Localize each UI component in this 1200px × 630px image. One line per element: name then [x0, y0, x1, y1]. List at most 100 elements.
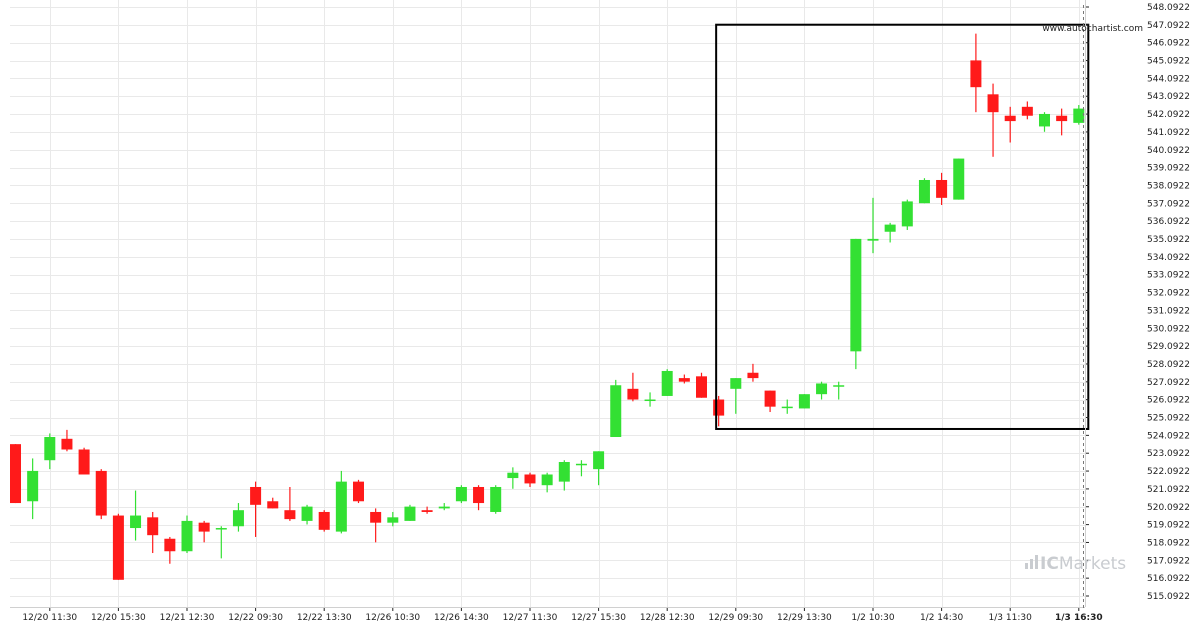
candle — [507, 467, 519, 489]
candle-body — [850, 238, 862, 352]
candle-body — [541, 474, 553, 486]
candle-body — [884, 224, 896, 232]
y-tick-label: 542.0922 — [1147, 110, 1190, 120]
candle — [1039, 112, 1050, 132]
candle — [318, 510, 330, 532]
candle-body — [524, 474, 536, 484]
candle-body — [644, 399, 656, 402]
y-tick-label: 528.0922 — [1147, 360, 1190, 370]
candle — [610, 379, 622, 438]
brand-prefix: IC — [1040, 554, 1059, 574]
candle — [387, 511, 399, 527]
candle — [1021, 101, 1033, 120]
candle-body — [575, 463, 587, 466]
y-tick-label: 524.0922 — [1147, 431, 1190, 441]
candle-body — [610, 385, 622, 438]
candle — [455, 485, 467, 504]
candle-body — [490, 486, 502, 512]
candle — [781, 399, 793, 414]
y-tick-label: 520.0922 — [1147, 503, 1190, 513]
candle-body — [267, 501, 279, 509]
candle-body — [387, 517, 399, 523]
y-tick-label: 544.0922 — [1147, 74, 1190, 84]
y-tick-label: 516.0922 — [1147, 574, 1190, 584]
candle-body — [421, 510, 433, 512]
candle-body — [936, 179, 948, 198]
candle-body — [593, 451, 605, 470]
pattern-box — [715, 23, 1090, 430]
candle-body — [164, 538, 176, 552]
x-tick-label: 12/26 10:30 — [365, 613, 420, 623]
candle-body — [301, 506, 313, 521]
y-tick-label: 535.0922 — [1147, 235, 1190, 245]
candle — [181, 515, 193, 554]
candle — [593, 451, 605, 486]
candle — [918, 178, 930, 204]
candle-body — [130, 515, 142, 529]
candle-body — [198, 522, 210, 532]
y-tick-label: 534.0922 — [1147, 253, 1190, 263]
candle-body — [901, 201, 913, 227]
pattern-rectangle — [715, 23, 1090, 430]
overlays — [10, 0, 1086, 611]
candle — [798, 394, 810, 409]
brand-bars-icon — [1025, 555, 1038, 569]
candle — [78, 447, 90, 475]
candle — [627, 372, 639, 402]
candle-body — [404, 506, 416, 521]
candle-body — [78, 449, 90, 475]
y-tick-label: 537.0922 — [1147, 199, 1190, 209]
candle — [713, 395, 725, 427]
candle — [816, 381, 828, 400]
candle — [10, 444, 21, 504]
y-tick-label: 532.0922 — [1147, 289, 1190, 299]
candle-body — [678, 378, 690, 382]
y-tick-label: 548.0922 — [1147, 3, 1190, 13]
candle — [421, 506, 433, 514]
candle — [27, 458, 39, 520]
y-tick-label: 525.0922 — [1147, 414, 1190, 424]
candle-body — [953, 158, 965, 200]
candle — [44, 433, 56, 470]
candle-body — [1056, 115, 1068, 122]
x-tick-label: 1/2 14:30 — [920, 613, 964, 623]
candle-body — [696, 376, 707, 398]
candle — [541, 472, 553, 493]
candle-body — [112, 515, 124, 580]
candle-body — [147, 517, 159, 536]
candle — [524, 472, 536, 487]
candle — [147, 511, 159, 554]
candle — [61, 429, 73, 452]
candle — [661, 369, 673, 396]
x-tick-label: 12/26 14:30 — [434, 613, 489, 623]
y-tick-label: 527.0922 — [1147, 378, 1190, 388]
candle — [335, 470, 347, 534]
brand-logo: ICMarkets — [1025, 554, 1126, 574]
candle — [987, 83, 999, 157]
x-tick-label: 12/29 13:30 — [777, 613, 832, 623]
candle — [95, 469, 107, 520]
candle-body — [44, 437, 56, 461]
candle-body — [507, 472, 519, 479]
candle-body — [335, 481, 347, 532]
candle-body — [713, 399, 725, 416]
candle-body — [747, 372, 759, 379]
candle-body — [764, 390, 776, 407]
y-tick-label: 519.0922 — [1147, 521, 1190, 531]
candle — [130, 490, 142, 541]
candle-body — [284, 510, 296, 520]
candle-body — [370, 511, 382, 523]
candle-body — [918, 179, 930, 204]
x-tick-label: 1/2 10:30 — [851, 613, 895, 623]
y-tick-label: 526.0922 — [1147, 396, 1190, 406]
x-tick-label: 12/20 15:30 — [91, 613, 146, 623]
candle-body — [1039, 113, 1050, 127]
candle — [833, 381, 845, 400]
candle — [353, 479, 364, 504]
candle-body — [1021, 106, 1033, 116]
x-tick-label: 1/3 16:30 — [1055, 613, 1103, 623]
candle-body — [95, 470, 107, 516]
candle-body — [353, 481, 364, 502]
y-tick-label: 529.0922 — [1147, 342, 1190, 352]
candle — [267, 497, 279, 509]
